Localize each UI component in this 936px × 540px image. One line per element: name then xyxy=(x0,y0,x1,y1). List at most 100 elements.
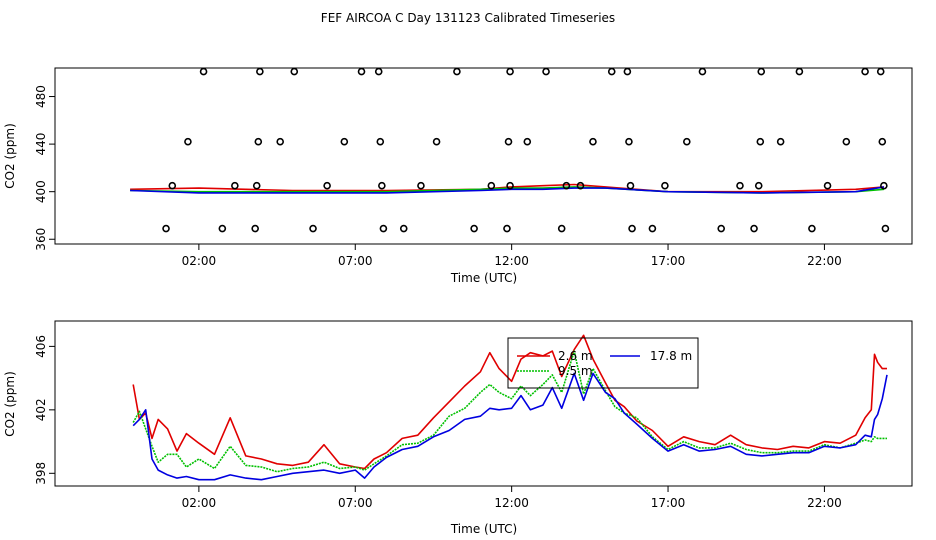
circle-marker-51 xyxy=(776,137,785,146)
circle-marker-26 xyxy=(503,224,511,233)
series-group-top xyxy=(130,183,885,194)
circle-marker-48 xyxy=(754,181,763,190)
circle-marker-39 xyxy=(626,181,635,190)
circle-marker-27 xyxy=(506,181,514,190)
x-tick-label-bottom-4: 22:00 xyxy=(807,496,842,510)
panel-bottom-line: 398 402 406 02:00 07:00 12:00 17:00 22:00 2.6 … xyxy=(3,320,913,536)
plot-frame-top xyxy=(54,67,913,245)
circle-marker-54 xyxy=(823,181,832,190)
circle-marker-3 xyxy=(199,67,208,76)
circle-marker-34 xyxy=(576,181,585,190)
series-line-top-2 xyxy=(130,186,885,194)
circle-marker-57 xyxy=(876,67,885,76)
circle-marker-19 xyxy=(379,224,388,233)
circle-marker-5 xyxy=(231,181,239,190)
y-tick-label-bottom-0: 398 xyxy=(34,462,48,485)
y-tick-label-top-2: 440 xyxy=(34,133,48,156)
circle-marker-49 xyxy=(756,137,765,146)
circle-marker-45 xyxy=(717,224,726,233)
x-axis-top: 02:00 07:00 12:00 17:00 22:00 xyxy=(182,244,842,268)
x-tick-label-top-4: 22:00 xyxy=(807,254,842,268)
circle-marker-10 xyxy=(276,137,284,146)
circle-marker-30 xyxy=(523,137,532,146)
circle-marker-11 xyxy=(290,67,299,76)
circle-marker-14 xyxy=(340,137,349,146)
legend: 2.6 m 9.5 m 17.8 m xyxy=(507,337,699,389)
x-axis-label-bottom: Time (UTC) xyxy=(450,522,517,536)
legend-label-9-5m: 9.5 m xyxy=(558,364,593,378)
circle-marker-20 xyxy=(399,224,408,233)
circle-marker-43 xyxy=(683,137,691,146)
circle-marker-24 xyxy=(470,224,478,233)
circle-marker-55 xyxy=(842,137,851,146)
figure-title: FEF AIRCOA C Day 131123 Calibrated Times… xyxy=(321,11,615,25)
circle-marker-50 xyxy=(757,67,766,76)
circle-marker-58 xyxy=(878,137,887,146)
legend-label-17-8m: 17.8 m xyxy=(650,349,692,363)
circle-marker-29 xyxy=(506,67,514,76)
circle-marker-17 xyxy=(376,137,385,146)
legend-box xyxy=(507,337,699,389)
circle-markers-top xyxy=(162,67,890,233)
y-tick-label-top-0: 360 xyxy=(34,228,48,251)
x-tick-label-top-0: 02:00 xyxy=(182,254,217,268)
circle-marker-38 xyxy=(625,137,633,146)
circle-marker-41 xyxy=(648,224,657,233)
y-axis-bottom: 398 402 406 xyxy=(34,335,55,485)
x-axis-label-top: Time (UTC) xyxy=(450,271,517,285)
x-axis-bottom: 02:00 07:00 12:00 17:00 22:00 xyxy=(182,486,842,510)
series-line-bottom-1 xyxy=(132,350,887,473)
y-tick-label-top-1: 400 xyxy=(34,180,48,203)
x-tick-label-top-2: 12:00 xyxy=(494,254,529,268)
x-tick-label-bottom-2: 12:00 xyxy=(494,496,529,510)
circle-marker-31 xyxy=(542,67,550,76)
circle-marker-21 xyxy=(417,181,425,190)
circle-marker-40 xyxy=(628,224,636,233)
plot-frame-bottom xyxy=(54,320,913,487)
circle-marker-46 xyxy=(736,181,744,190)
circle-marker-8 xyxy=(254,137,263,146)
circle-marker-4 xyxy=(218,224,227,233)
circle-marker-47 xyxy=(750,224,758,233)
y-axis-top: 360 400 440 480 xyxy=(34,85,55,251)
circle-marker-1 xyxy=(168,181,177,190)
circle-marker-7 xyxy=(252,181,261,190)
circle-marker-0 xyxy=(162,224,170,233)
circle-marker-33 xyxy=(562,181,571,190)
circle-marker-25 xyxy=(487,181,496,190)
circle-marker-35 xyxy=(589,137,597,146)
circle-marker-37 xyxy=(623,67,632,76)
circle-marker-32 xyxy=(557,224,566,233)
y-tick-label-bottom-2: 406 xyxy=(34,335,48,358)
x-tick-label-top-3: 17:00 xyxy=(651,254,686,268)
circle-marker-60 xyxy=(881,224,890,233)
circle-marker-59 xyxy=(880,181,888,190)
circle-marker-22 xyxy=(432,137,441,146)
circle-marker-6 xyxy=(251,224,259,233)
y-axis-label-top: CO2 (ppm) xyxy=(3,123,17,189)
circle-marker-44 xyxy=(698,67,707,76)
circle-marker-12 xyxy=(309,224,317,233)
x-tick-label-bottom-0: 02:00 xyxy=(182,496,217,510)
y-axis-label-bottom: CO2 (ppm) xyxy=(3,371,17,437)
panel-top-scatter: 360 400 440 480 02:00 07:00 12:00 17:00 22:00 T… xyxy=(3,67,913,285)
circle-marker-36 xyxy=(607,67,616,76)
series-line-top-0 xyxy=(130,183,884,193)
series-line-bottom-2 xyxy=(132,372,888,481)
circle-marker-9 xyxy=(256,67,264,76)
legend-label-2-6m: 2.6 m xyxy=(558,349,593,363)
circle-marker-13 xyxy=(323,181,331,190)
y-tick-label-top-3: 480 xyxy=(34,85,48,108)
circle-marker-18 xyxy=(378,181,386,190)
circle-marker-42 xyxy=(661,181,669,190)
x-tick-label-bottom-1: 07:00 xyxy=(338,496,373,510)
circle-marker-15 xyxy=(357,67,366,76)
series-line-bottom-0 xyxy=(132,334,887,470)
y-tick-label-bottom-1: 402 xyxy=(34,398,48,421)
circle-marker-56 xyxy=(861,67,869,76)
circle-marker-52 xyxy=(795,67,804,76)
circle-marker-2 xyxy=(184,137,192,146)
circle-marker-53 xyxy=(808,224,816,233)
x-tick-label-top-1: 07:00 xyxy=(338,254,373,268)
